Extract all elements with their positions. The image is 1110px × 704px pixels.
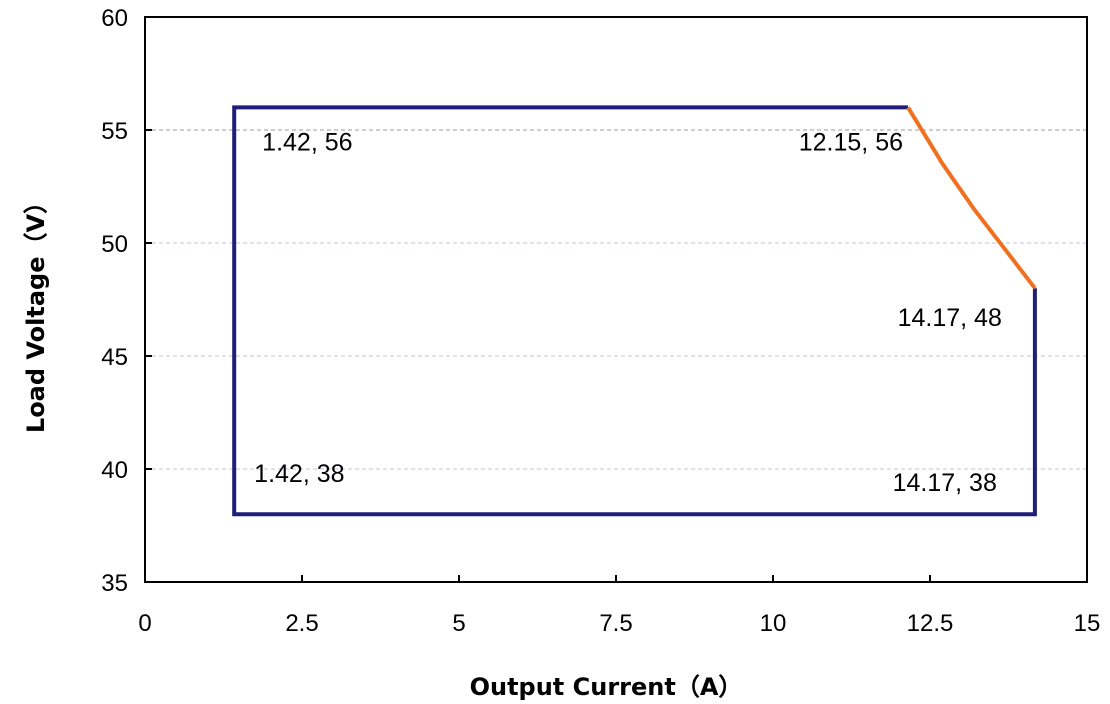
point-label: 12.15, 56 [799,128,903,156]
x-tick-label: 5 [452,610,465,637]
y-tick-label: 45 [101,344,128,371]
point-label: 14.17, 48 [898,304,1002,332]
x-tick-label: 0 [138,610,151,637]
y-tick-label: 60 [101,5,128,32]
y-tick-label: 35 [101,570,128,597]
y-tick-label: 55 [101,118,128,145]
x-axis-ticks: 0 2.5 5 7.5 10 12.5 15 [138,575,1100,637]
y-tick-label: 40 [101,457,128,484]
series-lines [232,105,1037,517]
y-tick-label: 50 [101,231,128,258]
point-label: 14.17, 38 [893,469,997,497]
x-tick-label: 10 [760,610,787,637]
point-label: 1.42, 38 [254,460,344,488]
y-axis-ticks: 35 40 45 50 55 60 [101,5,152,597]
y-axis-title: Load Voltage（V） [22,190,50,433]
plot-area-border [144,16,1088,583]
series-line-derating [906,106,1037,290]
series-line-boundary [232,105,1037,517]
x-tick-label: 2.5 [285,610,318,637]
point-label: 1.42, 56 [262,128,352,156]
gridlines [145,129,1087,470]
x-tick-label: 15 [1074,610,1101,637]
point-annotations: 1.42, 56 12.15, 56 14.17, 48 1.42, 38 14.17,… [254,128,1002,497]
x-tick-label: 12.5 [907,610,954,637]
x-axis-title: Output Current（A） [470,673,743,701]
x-tick-label: 7.5 [599,610,632,637]
